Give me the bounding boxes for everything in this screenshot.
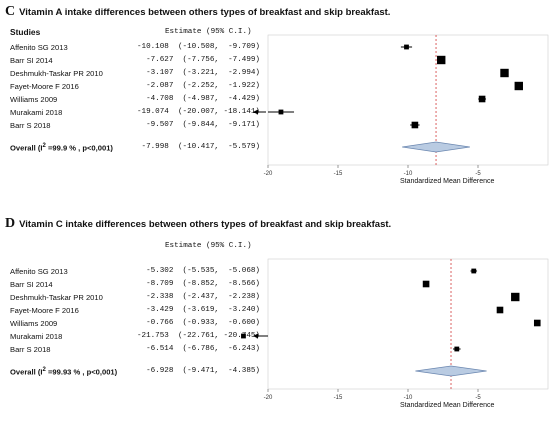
- x-tick-label: -5: [475, 171, 481, 177]
- overall-estimate: -6.928 (-9.471, -4.385): [146, 367, 260, 375]
- study-point: [411, 121, 419, 129]
- overall-label: Overall (I2 =99.9 % , p<0,001): [10, 143, 113, 153]
- study-point: [404, 44, 409, 50]
- study-name: Affenito SG 2013: [10, 43, 68, 52]
- study-point: [533, 319, 541, 327]
- study-estimate: -5.302 (-5.535, -5.068): [146, 267, 260, 275]
- ci-arrow-icon: [253, 333, 258, 339]
- study-name: Barr SI 2014: [10, 280, 53, 289]
- study-estimate: -8.709 (-8.852, -8.566): [146, 280, 260, 288]
- overall-diamond: [415, 365, 487, 377]
- study-estimate: -4.708 (-4.987, -4.429): [146, 95, 260, 103]
- study-point: [471, 268, 477, 274]
- forest-panel-c: C Vitamin A intake differences between ot…: [0, 0, 550, 210]
- study-point: [496, 306, 504, 314]
- study-estimate: -2.087 (-2.252, -1.922): [146, 82, 260, 90]
- study-estimate: -7.627 (-7.756, -7.499): [146, 56, 260, 64]
- panel-title: C Vitamin A intake differences between ot…: [5, 4, 390, 20]
- study-name: Deshmukh-Taskar PR 2010: [10, 293, 103, 302]
- estimate-header: Estimate (95% C.I.): [165, 28, 252, 36]
- study-name: Murakami 2018: [10, 108, 63, 117]
- x-tick-label: -15: [334, 171, 343, 177]
- plot-frame: [267, 258, 549, 390]
- x-tick-label: -10: [404, 171, 413, 177]
- panel-title-text: Vitamin C intake differences between oth…: [19, 219, 392, 230]
- study-point: [514, 81, 523, 91]
- study-estimate: -3.429 (-3.619, -3.240): [146, 306, 260, 314]
- study-estimate: -10.108 (-10.508, -9.709): [136, 43, 260, 51]
- overall-label: Overall (I2 =99.93 % , p<0,001): [10, 367, 118, 377]
- study-point: [500, 68, 509, 78]
- study-name: Barr SI 2014: [10, 56, 53, 65]
- overall-estimate: -7.998 (-10.417, -5.579): [141, 143, 260, 151]
- x-tick-label: -10: [404, 395, 413, 401]
- estimate-header: Estimate (95% C.I.): [165, 242, 252, 250]
- panel-title-text: Vitamin A intake differences between oth…: [19, 7, 391, 18]
- study-estimate: -3.107 (-3.221, -2.994): [146, 69, 260, 77]
- x-axis-label: Standardized Mean Difference: [400, 402, 495, 409]
- x-tick-label: -15: [334, 395, 343, 401]
- study-name: Fayet-Moore F 2016: [10, 82, 79, 91]
- study-point: [241, 333, 246, 339]
- x-tick-label: -20: [264, 171, 273, 177]
- study-point: [511, 292, 520, 302]
- overall-diamond: [402, 141, 470, 153]
- plot-frame: [267, 34, 549, 166]
- x-tick-label: -5: [475, 395, 481, 401]
- study-estimate: -0.766 (-0.933, -0.600): [146, 319, 260, 327]
- study-point: [278, 109, 284, 115]
- panel-title: D Vitamin C intake differences between ot…: [5, 216, 391, 232]
- panel-letter: C: [5, 4, 16, 19]
- study-estimate: -19.074 (-20.007, -18.141): [136, 108, 260, 116]
- study-estimate: -2.338 (-2.437, -2.238): [146, 293, 260, 301]
- study-estimate: -9.507 (-9.844, -9.171): [146, 121, 260, 129]
- studies-header: Studies: [10, 27, 41, 37]
- panel-letter: D: [5, 216, 16, 231]
- study-name: Affenito SG 2013: [10, 267, 68, 276]
- study-point: [478, 95, 486, 103]
- study-name: Barr S 2018: [10, 121, 51, 130]
- study-point: [454, 346, 460, 352]
- study-estimate: -6.514 (-6.786, -6.243): [146, 345, 260, 353]
- study-name: Murakami 2018: [10, 332, 63, 341]
- study-name: Fayet-Moore F 2016: [10, 306, 79, 315]
- study-name: Deshmukh-Taskar PR 2010: [10, 69, 103, 78]
- study-point: [422, 280, 430, 288]
- study-point: [437, 55, 446, 65]
- x-tick-label: -20: [264, 395, 273, 401]
- study-name: Williams 2009: [10, 319, 58, 328]
- x-axis-label: Standardized Mean Difference: [400, 178, 495, 185]
- study-name: Barr S 2018: [10, 345, 51, 354]
- study-name: Williams 2009: [10, 95, 58, 104]
- ci-arrow-icon: [253, 109, 258, 115]
- forest-panel-d: D Vitamin C intake differences between ot…: [0, 212, 550, 422]
